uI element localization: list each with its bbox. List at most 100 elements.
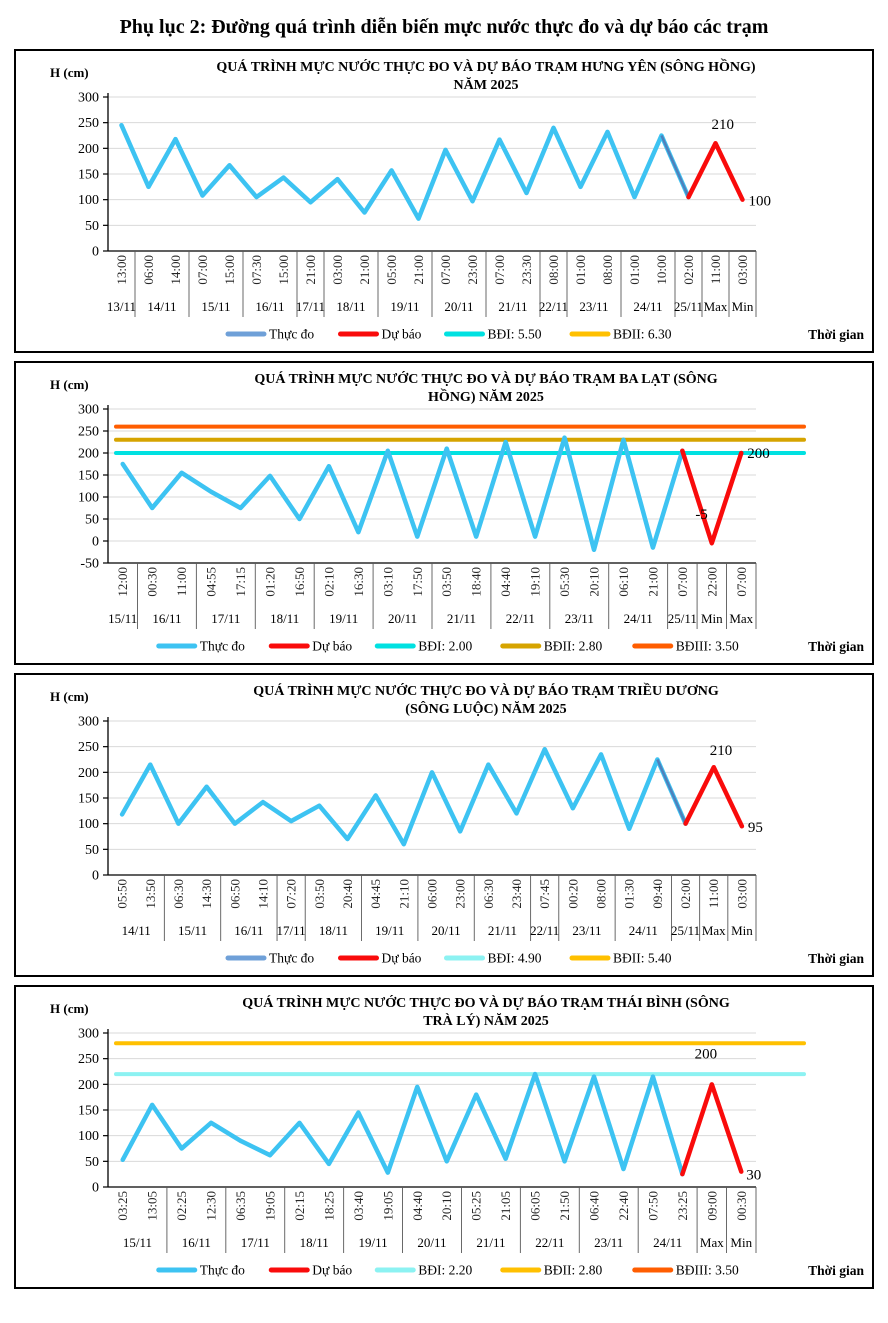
legend-label: BĐI: 4.90 [488, 951, 542, 966]
time-label: 21:50 [557, 1191, 572, 1221]
chart-title-line2: HỒNG) NĂM 2025 [428, 387, 544, 405]
time-label: 21:10 [396, 879, 411, 909]
date-label: Max [729, 611, 753, 626]
time-label: 20:40 [340, 879, 355, 909]
measured-line [119, 746, 688, 847]
time-label: 09:40 [650, 879, 665, 909]
time-label: 06:50 [227, 879, 242, 909]
time-label: 07:20 [284, 879, 299, 909]
chart-panel-hung-yen: 0 50 100 150 200 250 300 QUÁ TRÌNH MỰC NƯỚC THỰ… [14, 49, 874, 353]
time-label: 06:40 [587, 1191, 602, 1221]
y-tick-label: 50 [85, 219, 99, 234]
date-label: 21/11 [476, 1235, 505, 1250]
data-annotation: 200 [695, 1046, 718, 1062]
date-label: 17/11 [277, 923, 306, 938]
time-label: 03:50 [312, 879, 327, 909]
y-axis-unit-label: H (cm) [50, 65, 89, 80]
time-label: 13:05 [145, 1191, 160, 1221]
time-label: 08:00 [546, 255, 561, 285]
date-label: Min [732, 299, 754, 314]
time-label: 02:00 [681, 255, 696, 285]
x-axis-title: Thời gian [808, 1263, 864, 1278]
chart-title-line1: QUÁ TRÌNH MỰC NƯỚC THỰC ĐO VÀ DỰ BÁO TRẠ… [253, 682, 719, 699]
time-label: 05:25 [469, 1191, 484, 1221]
date-label: 22/11 [530, 923, 559, 938]
time-label: 13:50 [143, 879, 158, 909]
time-label: 03:40 [351, 1191, 366, 1221]
chart-panel-ba-lat: -50 0 50 100 150 200 250 300 QUÁ TRÌNH MỰC NƯỚC … [14, 361, 874, 665]
time-label: 20:10 [439, 1191, 454, 1221]
date-label: 23/11 [594, 1235, 623, 1250]
time-label: 12:30 [204, 1191, 219, 1221]
time-label: 03:25 [115, 1191, 130, 1221]
time-label: 18:40 [469, 567, 484, 597]
time-label: 15:00 [276, 255, 291, 285]
date-label: 22/11 [539, 299, 568, 314]
date-label: 18/11 [300, 1235, 329, 1250]
time-label: 02:10 [321, 567, 336, 597]
y-axis-unit-label: H (cm) [50, 689, 89, 704]
y-tick-label: 100 [78, 193, 99, 208]
y-tick-label: 250 [78, 1052, 99, 1067]
date-label: 15/11 [178, 923, 207, 938]
date-label: 20/11 [417, 1235, 446, 1250]
time-label: 01:20 [263, 567, 278, 597]
y-tick-label: 200 [78, 447, 99, 462]
chart-panel-trieu-duong: 0 50 100 150 200 250 300 QUÁ TRÌNH MỰC NƯỚC THỰ… [14, 673, 874, 977]
date-label: 16/11 [255, 299, 284, 314]
date-label: 21/11 [447, 611, 476, 626]
date-label: 13/11 [107, 299, 136, 314]
time-label: 10:00 [654, 255, 669, 285]
measured-overlap-line [656, 758, 687, 825]
date-label: 22/11 [535, 1235, 564, 1250]
time-label: 21:00 [303, 255, 318, 285]
date-label: 18/11 [270, 611, 299, 626]
time-label: 00:30 [734, 1191, 749, 1221]
time-label: 03:00 [734, 879, 749, 909]
date-label: 19/11 [375, 923, 404, 938]
y-tick-label: 200 [78, 142, 99, 157]
date-label: 24/11 [624, 611, 653, 626]
time-label: 00:20 [565, 879, 580, 909]
chart-title-line2: NĂM 2025 [454, 76, 519, 93]
time-label: 02:15 [292, 1191, 307, 1221]
time-label: 03:50 [439, 567, 454, 597]
y-tick-label: 200 [78, 766, 99, 781]
data-annotation: 210 [710, 743, 733, 759]
date-label: 21/11 [498, 299, 527, 314]
time-label: 07:00 [675, 567, 690, 597]
data-annotation: -5 [695, 507, 708, 523]
chart-trieu-duong: 0 50 100 150 200 250 300 QUÁ TRÌNH MỰC NƯỚC THỰ… [50, 682, 864, 966]
date-label: Min [730, 1235, 752, 1250]
time-label: 00:30 [145, 567, 160, 597]
data-annotation: 210 [712, 117, 735, 133]
legend-label: Dự báo [382, 951, 422, 966]
time-label: 07:00 [195, 255, 210, 285]
time-label: 03:10 [380, 567, 395, 597]
y-tick-label: 0 [92, 535, 99, 550]
date-label: 19/11 [329, 611, 358, 626]
time-label: 22:40 [616, 1191, 631, 1221]
measured-overlap-line [660, 134, 690, 198]
legend-label: BĐIII: 3.50 [676, 639, 739, 654]
y-tick-label: 200 [78, 1078, 99, 1093]
date-label: 25/11 [671, 923, 700, 938]
time-label: 06:10 [616, 567, 631, 597]
chart-hung-yen: 0 50 100 150 200 250 300 QUÁ TRÌNH MỰC NƯỚC THỰ… [50, 57, 864, 342]
x-axis-title: Thời gian [808, 327, 864, 342]
y-axis-unit-label: H (cm) [50, 1001, 89, 1016]
time-label: 14:30 [199, 879, 214, 909]
chart-title-line2: (SÔNG LUỘC) NĂM 2025 [405, 700, 566, 717]
legend-label: Thực đo [200, 639, 245, 654]
legend-label: Thực đo [269, 327, 314, 342]
time-label: 09:00 [704, 1191, 719, 1221]
time-label: 05:50 [115, 879, 130, 909]
legend-label: Thực đo [200, 1263, 245, 1278]
legend-label: BĐII: 6.30 [613, 327, 672, 342]
time-label: 17:15 [233, 567, 248, 597]
time-label: 01:30 [622, 879, 637, 909]
y-tick-label: 300 [78, 403, 99, 418]
time-label: 23:40 [509, 879, 524, 909]
time-label: 12:00 [115, 567, 130, 597]
time-label: 20:10 [587, 567, 602, 597]
